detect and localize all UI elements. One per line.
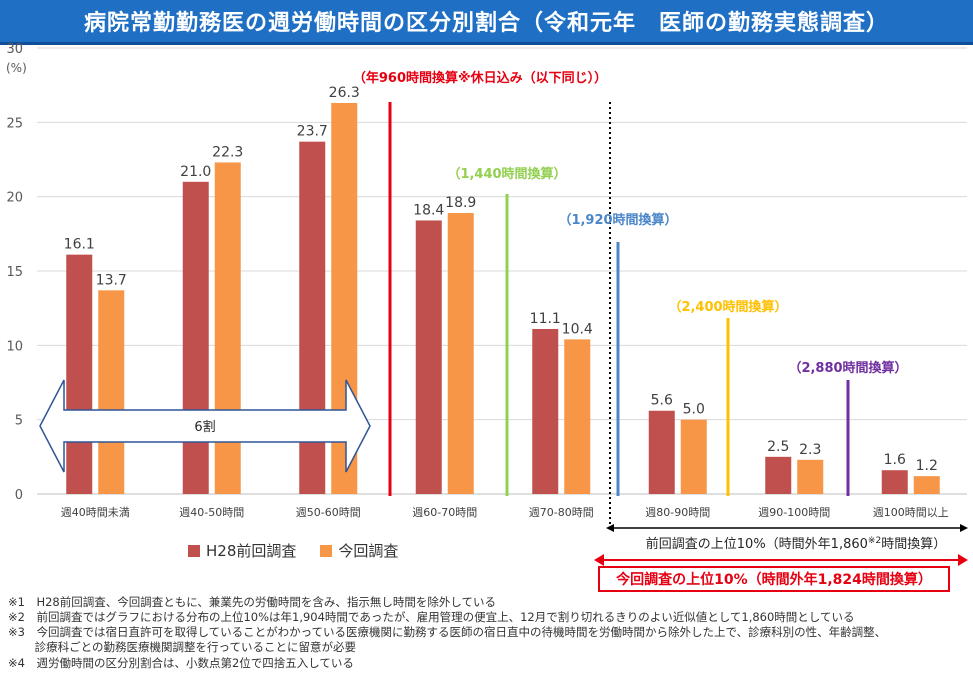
prev-top10-label: 前回調査の上位10%（時間外年1,860※2時間換算） bbox=[646, 536, 946, 552]
data-label: 5.6 bbox=[651, 393, 673, 409]
bar-curr bbox=[447, 213, 474, 494]
footnote-3-cont: 診療科ごとの勤務医療機関調整を行っていることに留意が必要 bbox=[8, 640, 356, 654]
footnote-3: ※3 今回調査では宿日直許可を取得していることがわかっている医療機関に勤務する医… bbox=[8, 625, 887, 639]
threshold-label-960: （年960時間換算※休日込み（以下同じ）） bbox=[353, 70, 607, 86]
x-tick-label: 週50-60時間 bbox=[296, 506, 361, 519]
x-tick-label: 週40-50時間 bbox=[179, 506, 244, 519]
bar-curr bbox=[214, 162, 241, 494]
data-label: 11.1 bbox=[530, 311, 561, 327]
page-title: 病院常勤勤務医の週労働時間の区分別割合（令和元年 医師の勤務実態調査） bbox=[83, 11, 889, 36]
data-label: 2.3 bbox=[799, 442, 821, 458]
y-tick-label: 25 bbox=[6, 116, 23, 131]
data-label: 13.7 bbox=[96, 272, 127, 288]
data-label: 1.6 bbox=[884, 452, 906, 468]
x-tick-label: 週40時間未満 bbox=[61, 506, 130, 519]
data-label: 16.1 bbox=[64, 237, 95, 253]
y-tick-label: 5 bbox=[15, 414, 23, 429]
bar-curr bbox=[98, 290, 125, 494]
curr-top10-arrow-head-left bbox=[594, 554, 604, 566]
data-label: 22.3 bbox=[212, 144, 243, 160]
legend-label-prev: H28前回調査 bbox=[206, 542, 297, 560]
threshold-label-2880: （2,880時間換算） bbox=[788, 360, 907, 376]
bar-curr bbox=[564, 339, 591, 494]
legend: H28前回調査 今回調査 bbox=[188, 540, 398, 561]
data-label: 21.0 bbox=[180, 164, 211, 180]
data-label: 18.4 bbox=[413, 202, 444, 218]
prev-top10-arrow-head-right bbox=[960, 524, 968, 532]
footnote-2: ※2 前回調査ではグラフにおける分布の上位10%は年1,904時間であったが、雇… bbox=[8, 610, 855, 624]
bar-prev bbox=[881, 470, 908, 494]
x-tick-label: 週70-80時間 bbox=[529, 506, 594, 519]
legend-label-curr: 今回調査 bbox=[338, 542, 399, 560]
legend-swatch-prev bbox=[188, 544, 200, 557]
data-label: 10.4 bbox=[562, 321, 593, 337]
bar-curr bbox=[680, 419, 707, 494]
legend-item-curr: 今回調査 bbox=[320, 540, 398, 561]
bar-prev bbox=[182, 181, 209, 495]
prev-top10-arrow-head-left bbox=[606, 524, 614, 532]
y-axis-unit: (%) bbox=[6, 61, 27, 75]
bar-prev bbox=[765, 456, 792, 494]
x-tick-label: 週80-90時間 bbox=[645, 506, 710, 519]
curr-top10-arrow-head-right bbox=[958, 554, 968, 566]
data-label: 5.0 bbox=[683, 402, 705, 418]
threshold-label-2400: （2,400時間換算） bbox=[668, 299, 787, 315]
data-label: 2.5 bbox=[767, 439, 789, 455]
footnote-4: ※4 週労働時間の区分別割合は、小数点第2位で四捨五入している bbox=[8, 656, 354, 670]
data-label: 26.3 bbox=[329, 85, 360, 101]
threshold-label-1440: （1,440時間換算） bbox=[447, 166, 566, 182]
bar-prev bbox=[648, 410, 675, 494]
x-tick-label: 週90-100時間 bbox=[758, 506, 830, 519]
six-tenths-arrow bbox=[39, 379, 371, 473]
bar-prev bbox=[66, 254, 93, 494]
y-tick-label: 20 bbox=[6, 191, 23, 206]
x-tick-label: 週100時間以上 bbox=[873, 506, 949, 519]
footnote-1: ※1 H28前回調査、今回調査ともに、兼業先の労働時間を含み、指示無し時間を除外… bbox=[8, 595, 497, 609]
bar-curr bbox=[797, 459, 824, 494]
y-tick-label: 15 bbox=[6, 265, 23, 280]
y-tick-label: 0 bbox=[15, 488, 23, 503]
threshold-label-1920: （1,920時間換算） bbox=[558, 212, 677, 228]
y-tick-label: 30 bbox=[6, 42, 23, 57]
legend-swatch-curr bbox=[320, 544, 333, 557]
current-top10-box: 今回調査の上位10%（時間外年1,824時間換算） bbox=[598, 566, 950, 592]
data-label: 18.9 bbox=[445, 195, 476, 211]
data-label: 23.7 bbox=[297, 124, 328, 140]
title-bar: 病院常勤勤務医の週労働時間の区分別割合（令和元年 医師の勤務実態調査） bbox=[0, 0, 973, 45]
current-top10-label: 今回調査の上位10%（時間外年1,824時間換算） bbox=[616, 572, 932, 588]
six-tenths-label: 6割 bbox=[194, 419, 215, 435]
y-tick-label: 10 bbox=[6, 339, 23, 354]
bar-prev bbox=[532, 328, 559, 494]
bar-prev bbox=[415, 220, 442, 494]
legend-item-prev: H28前回調査 bbox=[188, 540, 296, 561]
x-tick-label: 週60-70時間 bbox=[412, 506, 477, 519]
bar-curr bbox=[913, 476, 940, 494]
data-label: 1.2 bbox=[916, 458, 938, 474]
